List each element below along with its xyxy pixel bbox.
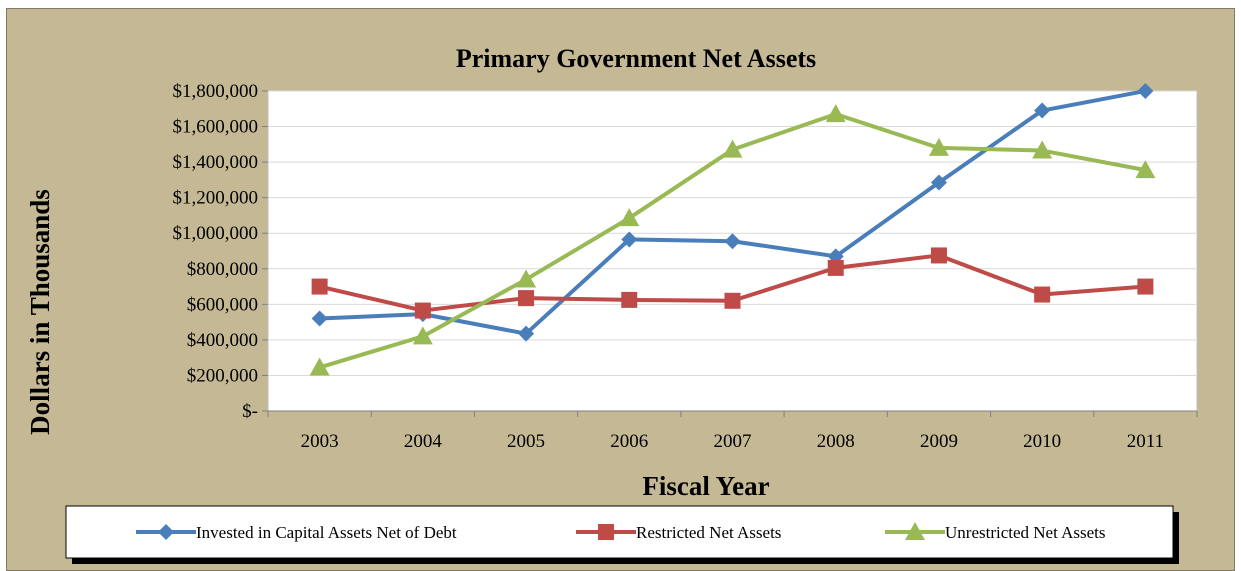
y-tick-label: $- <box>242 401 258 422</box>
x-tick-label: 2010 <box>1023 431 1061 452</box>
data-point <box>930 174 947 191</box>
x-tick-label: 2004 <box>404 431 443 452</box>
x-tick-label: 2007 <box>714 431 752 452</box>
legend-marker <box>905 522 925 540</box>
data-point <box>1137 83 1154 99</box>
y-tick-label: $1,400,000 <box>173 152 259 173</box>
data-point <box>930 247 947 264</box>
data-point <box>516 269 537 288</box>
data-point <box>1137 278 1154 295</box>
y-tick-label: $800,000 <box>187 259 258 280</box>
chart-title: Primary Government Net Assets <box>456 44 816 73</box>
plot-area <box>267 90 1198 412</box>
data-point <box>621 291 638 308</box>
y-tick-label: $1,000,000 <box>173 223 259 244</box>
data-point <box>724 233 741 250</box>
series-layer <box>309 83 1156 376</box>
y-tick-label: $400,000 <box>187 330 258 351</box>
y-tick-label: $1,200,000 <box>173 188 259 209</box>
x-axis-title: Fiscal Year <box>642 471 769 501</box>
x-tick-label: 2006 <box>610 431 648 452</box>
y-tick-label: $600,000 <box>187 294 258 315</box>
legend-label: Unrestricted Net Assets <box>945 523 1106 542</box>
x-tick-label: 2003 <box>301 431 339 452</box>
legend-item: Invested in Capital Assets Net of Debt <box>136 523 457 542</box>
y-axis-title: Dollars in Thousands <box>25 189 55 435</box>
data-point <box>518 325 535 342</box>
data-point <box>825 104 846 123</box>
legend-marker <box>598 524 614 540</box>
legend-label: Invested in Capital Assets Net of Debt <box>196 523 457 542</box>
y-axis-ticks: $- $200,000 $400,000 $600,000 $800,000 $1,000… <box>173 81 268 422</box>
legend-items: Invested in Capital Assets Net of Debt Re… <box>136 522 1106 542</box>
y-tick-label: $200,000 <box>187 365 258 386</box>
data-point <box>724 292 741 309</box>
data-point <box>412 326 433 345</box>
data-point <box>518 290 535 307</box>
x-tick-label: 2008 <box>817 431 855 452</box>
data-point <box>619 208 640 227</box>
legend-marker <box>158 524 174 540</box>
data-point <box>1034 102 1051 119</box>
legend-item: Restricted Net Assets <box>576 523 781 542</box>
y-tick-label: $1,800,000 <box>173 81 259 102</box>
legend-label: Restricted Net Assets <box>636 523 781 542</box>
data-point <box>1032 140 1053 159</box>
data-point <box>311 278 328 295</box>
data-point <box>1135 160 1156 179</box>
x-axis-ticks: 2003 2004 2005 2006 2007 2008 2009 2010 2011 <box>267 410 1198 452</box>
data-point <box>827 259 844 276</box>
legend-item: Unrestricted Net Assets <box>885 522 1106 542</box>
data-point <box>309 357 330 376</box>
data-point <box>311 310 328 327</box>
data-point <box>414 302 431 319</box>
series-3 <box>309 104 1156 376</box>
data-point <box>1034 286 1051 303</box>
x-tick-label: 2009 <box>920 431 958 452</box>
y-tick-label: $1,600,000 <box>173 117 259 138</box>
x-tick-label: 2011 <box>1127 431 1164 452</box>
series-2 <box>311 247 1154 319</box>
legend: Invested in Capital Assets Net of Debt Re… <box>65 505 1179 564</box>
x-tick-label: 2005 <box>507 431 545 452</box>
data-point <box>722 139 743 158</box>
data-point <box>621 231 638 248</box>
data-point <box>928 137 949 156</box>
